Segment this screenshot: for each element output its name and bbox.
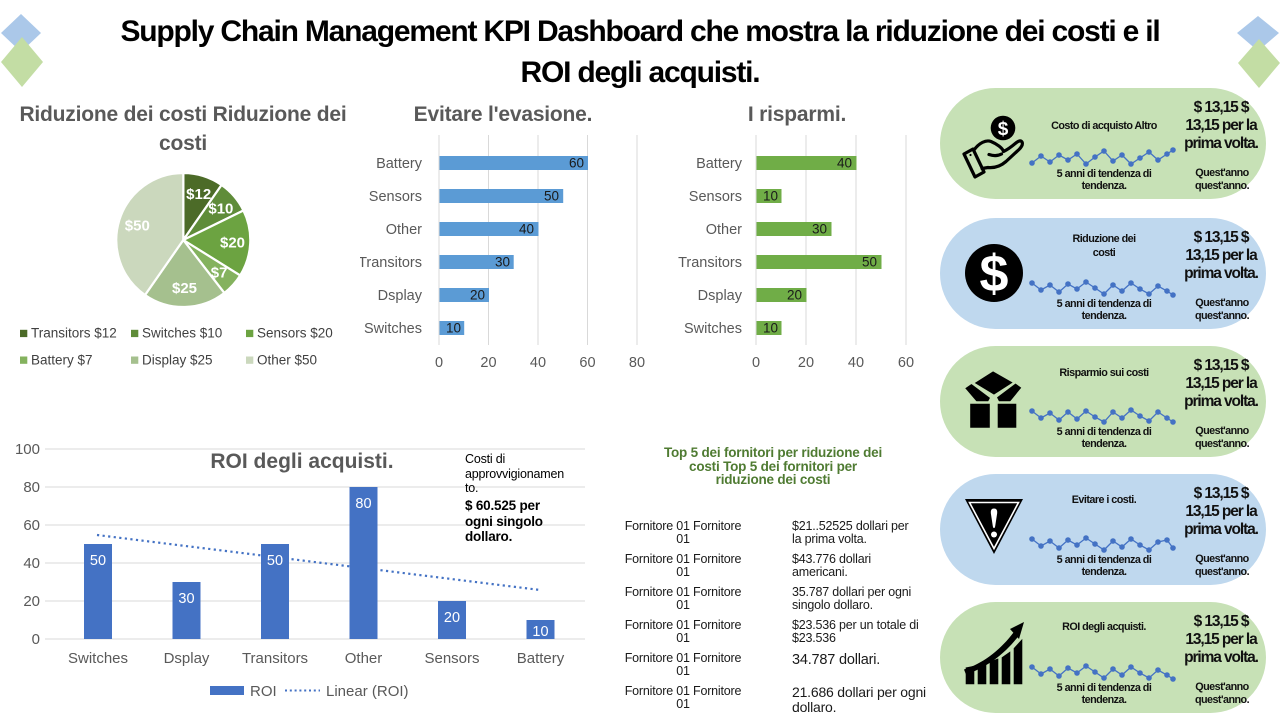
svg-text:10: 10 [532, 624, 548, 640]
svg-text:Other: Other [386, 222, 422, 238]
svg-text:Switches: Switches [684, 321, 742, 337]
svg-text:Display $25: Display $25 [142, 352, 213, 367]
svg-text:Battery: Battery [696, 156, 743, 172]
svg-text:10: 10 [446, 321, 461, 336]
svg-text:40: 40 [519, 222, 534, 237]
svg-text:Dsplay: Dsplay [698, 288, 743, 304]
svg-text:60: 60 [579, 355, 595, 371]
svg-text:Transitors $12: Transitors $12 [31, 326, 117, 341]
svg-text:50: 50 [862, 255, 877, 270]
svg-text:40: 40 [848, 355, 864, 371]
svg-text:$25: $25 [172, 280, 197, 297]
svg-text:Battery $7: Battery $7 [31, 352, 93, 367]
svg-text:Switches $10: Switches $10 [142, 326, 222, 341]
svg-text:$: $ [998, 119, 1009, 140]
svg-text:20: 20 [787, 288, 802, 303]
svg-text:40: 40 [530, 355, 546, 371]
svg-text:20: 20 [444, 610, 460, 626]
svg-text:Sensors: Sensors [369, 189, 422, 205]
svg-text:80: 80 [629, 355, 645, 371]
svg-text:Sensors: Sensors [424, 650, 479, 667]
svg-text:Sensors: Sensors [689, 189, 742, 205]
svg-text:20: 20 [480, 355, 496, 371]
svg-text:Transitors: Transitors [242, 650, 308, 667]
svg-text:0: 0 [752, 355, 760, 371]
svg-text:30: 30 [178, 591, 194, 607]
svg-text:60: 60 [569, 156, 584, 171]
svg-text:50: 50 [90, 553, 106, 569]
svg-text:10: 10 [763, 321, 778, 336]
svg-text:Switches: Switches [364, 321, 422, 337]
svg-text:$50: $50 [125, 218, 150, 235]
svg-text:$12: $12 [186, 186, 211, 203]
svg-text:20: 20 [470, 288, 485, 303]
svg-text:40: 40 [837, 156, 852, 171]
svg-text:0: 0 [32, 631, 40, 648]
svg-text:Linear (ROI): Linear (ROI) [326, 683, 409, 700]
svg-text:50: 50 [544, 189, 559, 204]
svg-text:0: 0 [435, 355, 443, 371]
svg-text:30: 30 [812, 222, 827, 237]
svg-text:30: 30 [495, 255, 510, 270]
svg-text:Other: Other [345, 650, 383, 667]
svg-text:80: 80 [355, 496, 371, 512]
svg-text:Sensors $20: Sensors $20 [257, 326, 333, 341]
svg-text:ROI: ROI [250, 683, 277, 700]
svg-text:60: 60 [23, 517, 40, 534]
svg-text:40: 40 [23, 555, 40, 572]
svg-text:80: 80 [23, 479, 40, 496]
svg-text:50: 50 [267, 553, 283, 569]
svg-text:ROI degli acquisti.: ROI degli acquisti. [210, 450, 393, 473]
svg-text:Battery: Battery [376, 156, 423, 172]
svg-text:Switches: Switches [68, 650, 128, 667]
svg-text:$10: $10 [208, 201, 233, 218]
svg-text:Other $50: Other $50 [257, 352, 317, 367]
svg-text:$7: $7 [211, 264, 228, 281]
svg-text:$: $ [980, 245, 1009, 303]
svg-text:Dsplay: Dsplay [164, 650, 210, 667]
svg-text:20: 20 [23, 593, 40, 610]
svg-text:10: 10 [763, 189, 778, 204]
svg-text:$20: $20 [220, 234, 245, 251]
svg-text:Dsplay: Dsplay [378, 288, 423, 304]
svg-text:Transitors: Transitors [678, 255, 742, 271]
svg-text:Other: Other [706, 222, 742, 238]
svg-text:20: 20 [798, 355, 814, 371]
svg-text:60: 60 [898, 355, 914, 371]
svg-text:100: 100 [15, 441, 40, 458]
svg-text:Battery: Battery [517, 650, 565, 667]
svg-text:Transitors: Transitors [360, 255, 422, 271]
